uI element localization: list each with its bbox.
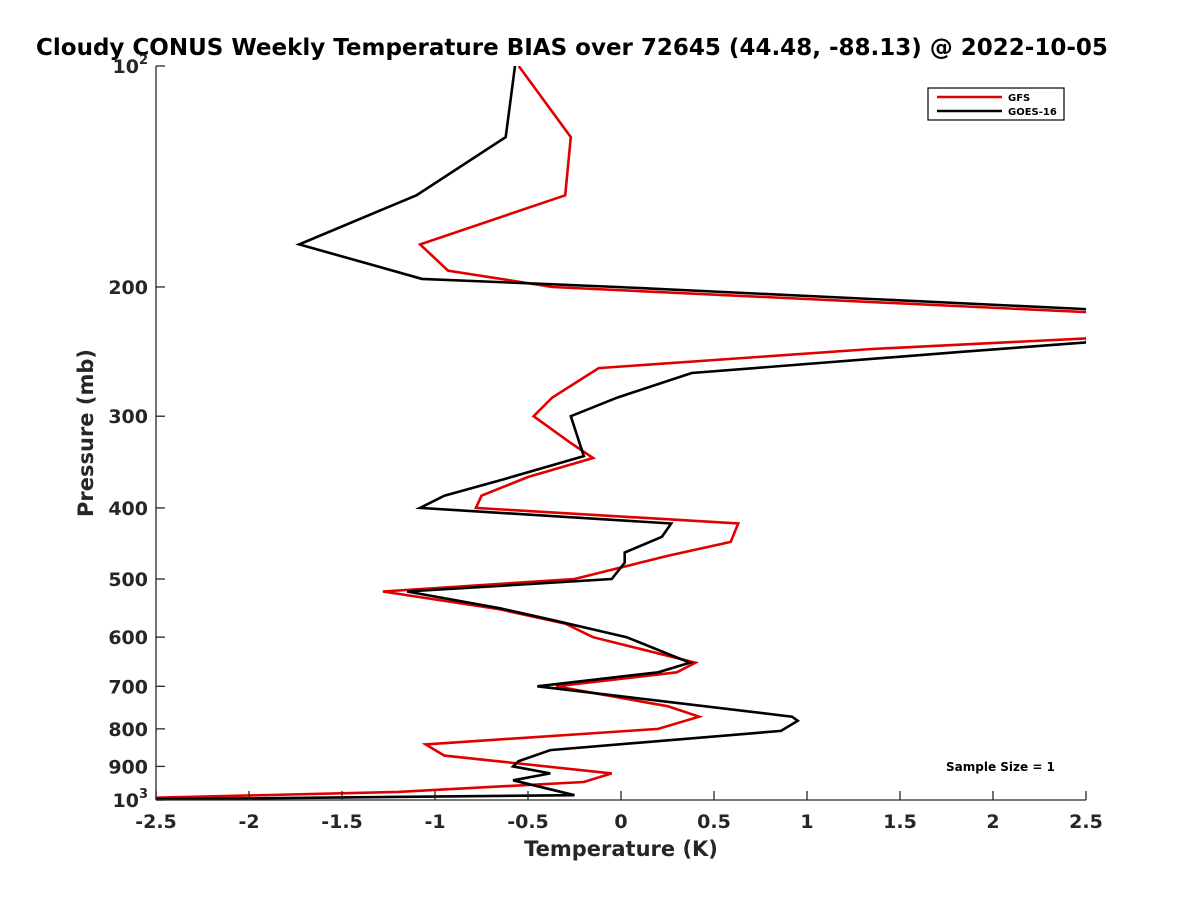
- x-tick-label: -1.5: [321, 811, 363, 833]
- y-tick-label: 103: [113, 787, 149, 812]
- x-tick-label: -1: [424, 811, 445, 833]
- y-tick-label: 300: [108, 406, 148, 428]
- series-line-gfs: [156, 66, 1086, 800]
- x-tick-label: -2.5: [135, 811, 177, 833]
- legend-label-gfs: GFS: [1008, 93, 1030, 104]
- y-tick-label: 102: [113, 53, 149, 78]
- y-axis-label: Pressure (mb): [74, 349, 98, 517]
- legend-box: [927, 87, 1065, 121]
- y-tick-label: 800: [108, 719, 148, 741]
- sample-size-annotation: Sample Size = 1: [946, 760, 1055, 774]
- x-tick-label: 1.5: [883, 811, 917, 833]
- x-tick-label: 2.5: [1069, 811, 1103, 833]
- y-tick-label: 700: [108, 676, 148, 698]
- x-axis-label: Temperature (K): [524, 837, 718, 861]
- y-tick-label: 400: [108, 498, 148, 520]
- legend: GFS GOES-16: [927, 87, 1065, 121]
- x-tick-label: -0.5: [507, 811, 549, 833]
- y-tick-label: 900: [108, 756, 148, 778]
- chart-title: Cloudy CONUS Weekly Temperature BIAS ove…: [36, 35, 1108, 61]
- axes-layer: -2.5 -2 -1.5 -1 -0.5 0 0.5 1 1.5 2 2.5 102 200 300 400…: [108, 53, 1103, 833]
- x-tick-label: -2: [238, 811, 259, 833]
- series-layer: [156, 66, 1086, 800]
- y-tick-label: 500: [108, 569, 148, 591]
- x-tick-label: 1: [800, 811, 813, 833]
- y-tick-label: 200: [108, 277, 148, 299]
- y-tick-label: 600: [108, 627, 148, 649]
- x-tick-label: 2: [986, 811, 999, 833]
- x-tick-label: 0: [614, 811, 627, 833]
- x-tick-label: 0.5: [697, 811, 731, 833]
- series-line-goes16: [156, 66, 1086, 800]
- legend-label-goes16: GOES-16: [1008, 107, 1057, 118]
